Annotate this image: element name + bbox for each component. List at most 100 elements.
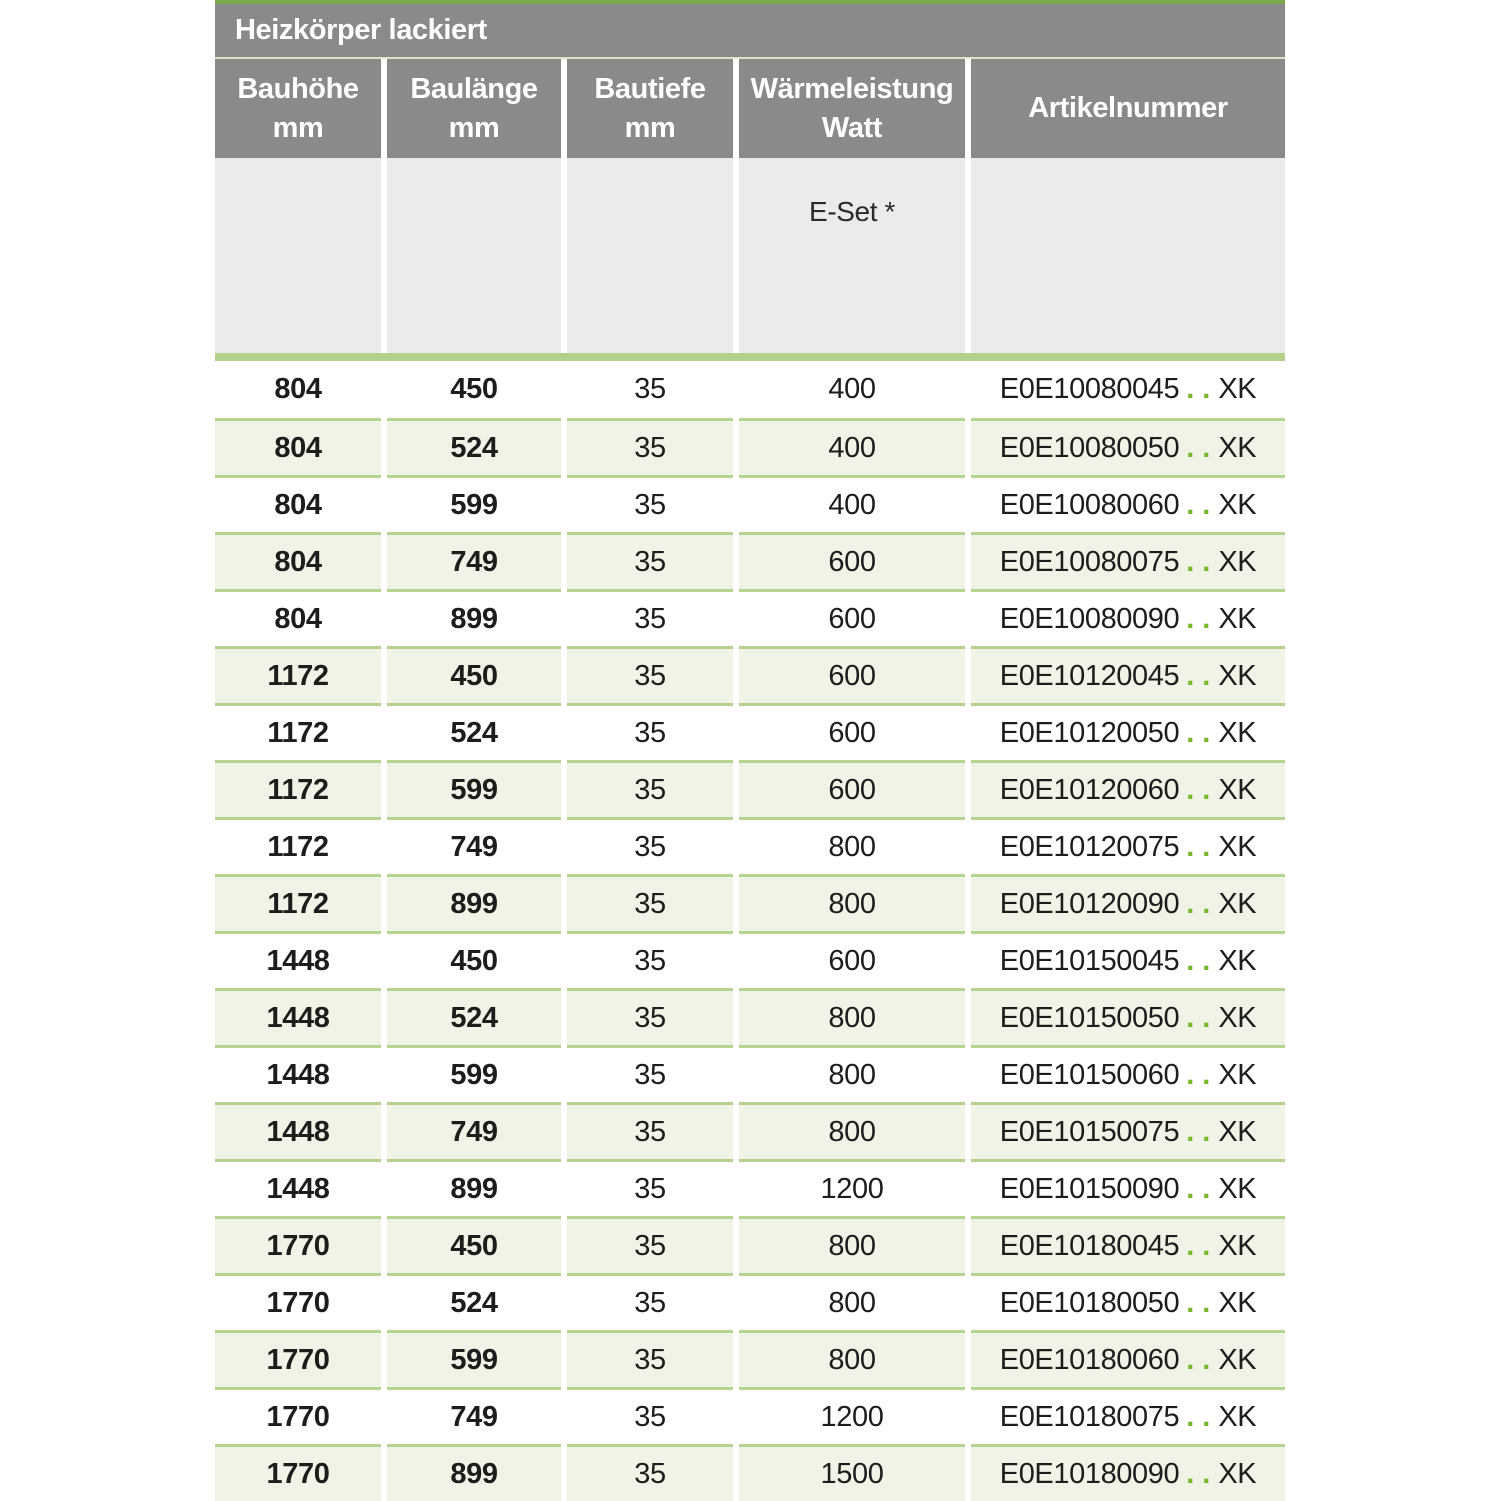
artikelnummer-code: E0E10080045: [999, 373, 1180, 405]
column-unit: mm: [448, 111, 500, 144]
column-header-row: Bauhöhe mm Baulänge mm Bautiefe mm Wärme…: [215, 59, 1285, 158]
cell-waermeleistung: 400: [739, 475, 965, 532]
cell-bauhoehe: 1770: [215, 1444, 381, 1501]
artikelnummer-placeholder-dots: ..: [1186, 373, 1219, 405]
cell-waermeleistung: 400: [739, 418, 965, 475]
cell-bautiefe: 35: [567, 1330, 733, 1387]
cell-artikelnummer: E0E10080075 .. XK: [971, 532, 1285, 589]
column-unit: mm: [624, 111, 676, 144]
table-row: 1770 599 35 800 E0E10180060 .. XK: [215, 1330, 1285, 1387]
cell-bauhoehe: 1172: [215, 646, 381, 703]
cell-artikelnummer: E0E10080045 .. XK: [971, 361, 1285, 418]
table-body: 804 450 35 400 E0E10080045 .. XK 804 524…: [215, 361, 1285, 1501]
cell-bauhoehe: 1172: [215, 760, 381, 817]
cell-waermeleistung: 800: [739, 988, 965, 1045]
artikelnummer-placeholder-dots: ..: [1186, 944, 1219, 977]
cell-baulaenge: 450: [387, 361, 561, 418]
artikelnummer-placeholder-dots: ..: [1186, 1001, 1219, 1034]
artikelnummer-code: E0E10080060: [999, 488, 1180, 521]
table-row: 804 450 35 400 E0E10080045 .. XK: [215, 361, 1285, 418]
cell-baulaenge: 450: [387, 931, 561, 988]
cell-artikelnummer: E0E10150090 .. XK: [971, 1159, 1285, 1216]
cell-bauhoehe: 1448: [215, 1159, 381, 1216]
cell-baulaenge: 524: [387, 1273, 561, 1330]
cell-baulaenge: 599: [387, 475, 561, 532]
cell-waermeleistung: 800: [739, 1216, 965, 1273]
artikelnummer-code: E0E10120090: [999, 887, 1180, 920]
sub-header-cell-empty: [215, 158, 381, 353]
cell-bautiefe: 35: [567, 1216, 733, 1273]
cell-artikelnummer: E0E10150075 .. XK: [971, 1102, 1285, 1159]
title-divider-line: [215, 57, 1285, 59]
cell-waermeleistung: 1200: [739, 1159, 965, 1216]
cell-bauhoehe: 1448: [215, 1045, 381, 1102]
artikelnummer-suffix: XK: [1218, 1400, 1257, 1433]
cell-baulaenge: 899: [387, 589, 561, 646]
cell-bauhoehe: 1770: [215, 1216, 381, 1273]
cell-waermeleistung: 800: [739, 1102, 965, 1159]
table-row: 1172 749 35 800 E0E10120075 .. XK: [215, 817, 1285, 874]
sub-header-cell-empty: [971, 158, 1285, 353]
cell-artikelnummer: E0E10180060 .. XK: [971, 1330, 1285, 1387]
column-label: Artikelnummer: [1028, 92, 1228, 124]
artikelnummer-placeholder-dots: ..: [1186, 887, 1219, 920]
artikelnummer-suffix: XK: [1218, 1001, 1257, 1034]
artikelnummer-suffix: XK: [1218, 1343, 1257, 1376]
artikelnummer-placeholder-dots: ..: [1186, 545, 1219, 578]
cell-waermeleistung: 600: [739, 760, 965, 817]
sub-header-row: E-Set *: [215, 158, 1285, 353]
cell-bautiefe: 35: [567, 1444, 733, 1501]
cell-artikelnummer: E0E10080090 .. XK: [971, 589, 1285, 646]
artikelnummer-suffix: XK: [1218, 1457, 1257, 1490]
table-row: 1172 899 35 800 E0E10120090 .. XK: [215, 874, 1285, 931]
artikelnummer-placeholder-dots: ..: [1186, 488, 1219, 521]
cell-bauhoehe: 1172: [215, 874, 381, 931]
artikelnummer-code: E0E10120050: [999, 716, 1180, 749]
cell-waermeleistung: 800: [739, 817, 965, 874]
table-row: 1172 450 35 600 E0E10120045 .. XK: [215, 646, 1285, 703]
artikelnummer-suffix: XK: [1218, 1229, 1257, 1262]
column-label: Baulänge: [410, 72, 538, 105]
cell-bautiefe: 35: [567, 760, 733, 817]
cell-artikelnummer: E0E10080050 .. XK: [971, 418, 1285, 475]
artikelnummer-placeholder-dots: ..: [1186, 773, 1219, 806]
cell-bautiefe: 35: [567, 1387, 733, 1444]
cell-baulaenge: 749: [387, 532, 561, 589]
artikelnummer-code: E0E10180090: [999, 1457, 1180, 1490]
header-body-separator-band: [215, 353, 1285, 361]
artikelnummer-suffix: XK: [1218, 1058, 1257, 1091]
table-row: 1448 749 35 800 E0E10150075 .. XK: [215, 1102, 1285, 1159]
cell-bautiefe: 35: [567, 817, 733, 874]
artikelnummer-placeholder-dots: ..: [1186, 1058, 1219, 1091]
cell-waermeleistung: 800: [739, 1045, 965, 1102]
sub-header-cell-empty: [567, 158, 733, 353]
cell-bautiefe: 35: [567, 475, 733, 532]
cell-bauhoehe: 1448: [215, 931, 381, 988]
table-row: 1448 450 35 600 E0E10150045 .. XK: [215, 931, 1285, 988]
artikelnummer-code: E0E10120045: [999, 659, 1180, 692]
artikelnummer-code: E0E10080075: [999, 545, 1180, 578]
sub-header-cell-eset: E-Set *: [739, 158, 965, 353]
artikelnummer-code: E0E10120075: [999, 830, 1180, 863]
artikelnummer-code: E0E10150045: [999, 944, 1180, 977]
cell-waermeleistung: 1500: [739, 1444, 965, 1501]
cell-artikelnummer: E0E10180045 .. XK: [971, 1216, 1285, 1273]
column-header-baulaenge: Baulänge mm: [387, 59, 561, 158]
cell-waermeleistung: 600: [739, 703, 965, 760]
cell-bautiefe: 35: [567, 1273, 733, 1330]
cell-waermeleistung: 800: [739, 874, 965, 931]
artikelnummer-code: E0E10150050: [999, 1001, 1180, 1034]
artikelnummer-placeholder-dots: ..: [1186, 1172, 1219, 1205]
cell-baulaenge: 450: [387, 1216, 561, 1273]
sub-header-cell-empty: [387, 158, 561, 353]
cell-baulaenge: 749: [387, 1387, 561, 1444]
artikelnummer-placeholder-dots: ..: [1186, 431, 1219, 464]
column-header-waermeleistung: Wärmeleistung Watt: [739, 59, 965, 158]
artikelnummer-suffix: XK: [1218, 887, 1257, 920]
artikelnummer-suffix: XK: [1218, 1172, 1257, 1205]
e-set-label: E-Set *: [809, 196, 895, 227]
artikelnummer-code: E0E10150060: [999, 1058, 1180, 1091]
artikelnummer-placeholder-dots: ..: [1186, 1229, 1219, 1262]
table-row: 804 599 35 400 E0E10080060 .. XK: [215, 475, 1285, 532]
cell-bautiefe: 35: [567, 1045, 733, 1102]
